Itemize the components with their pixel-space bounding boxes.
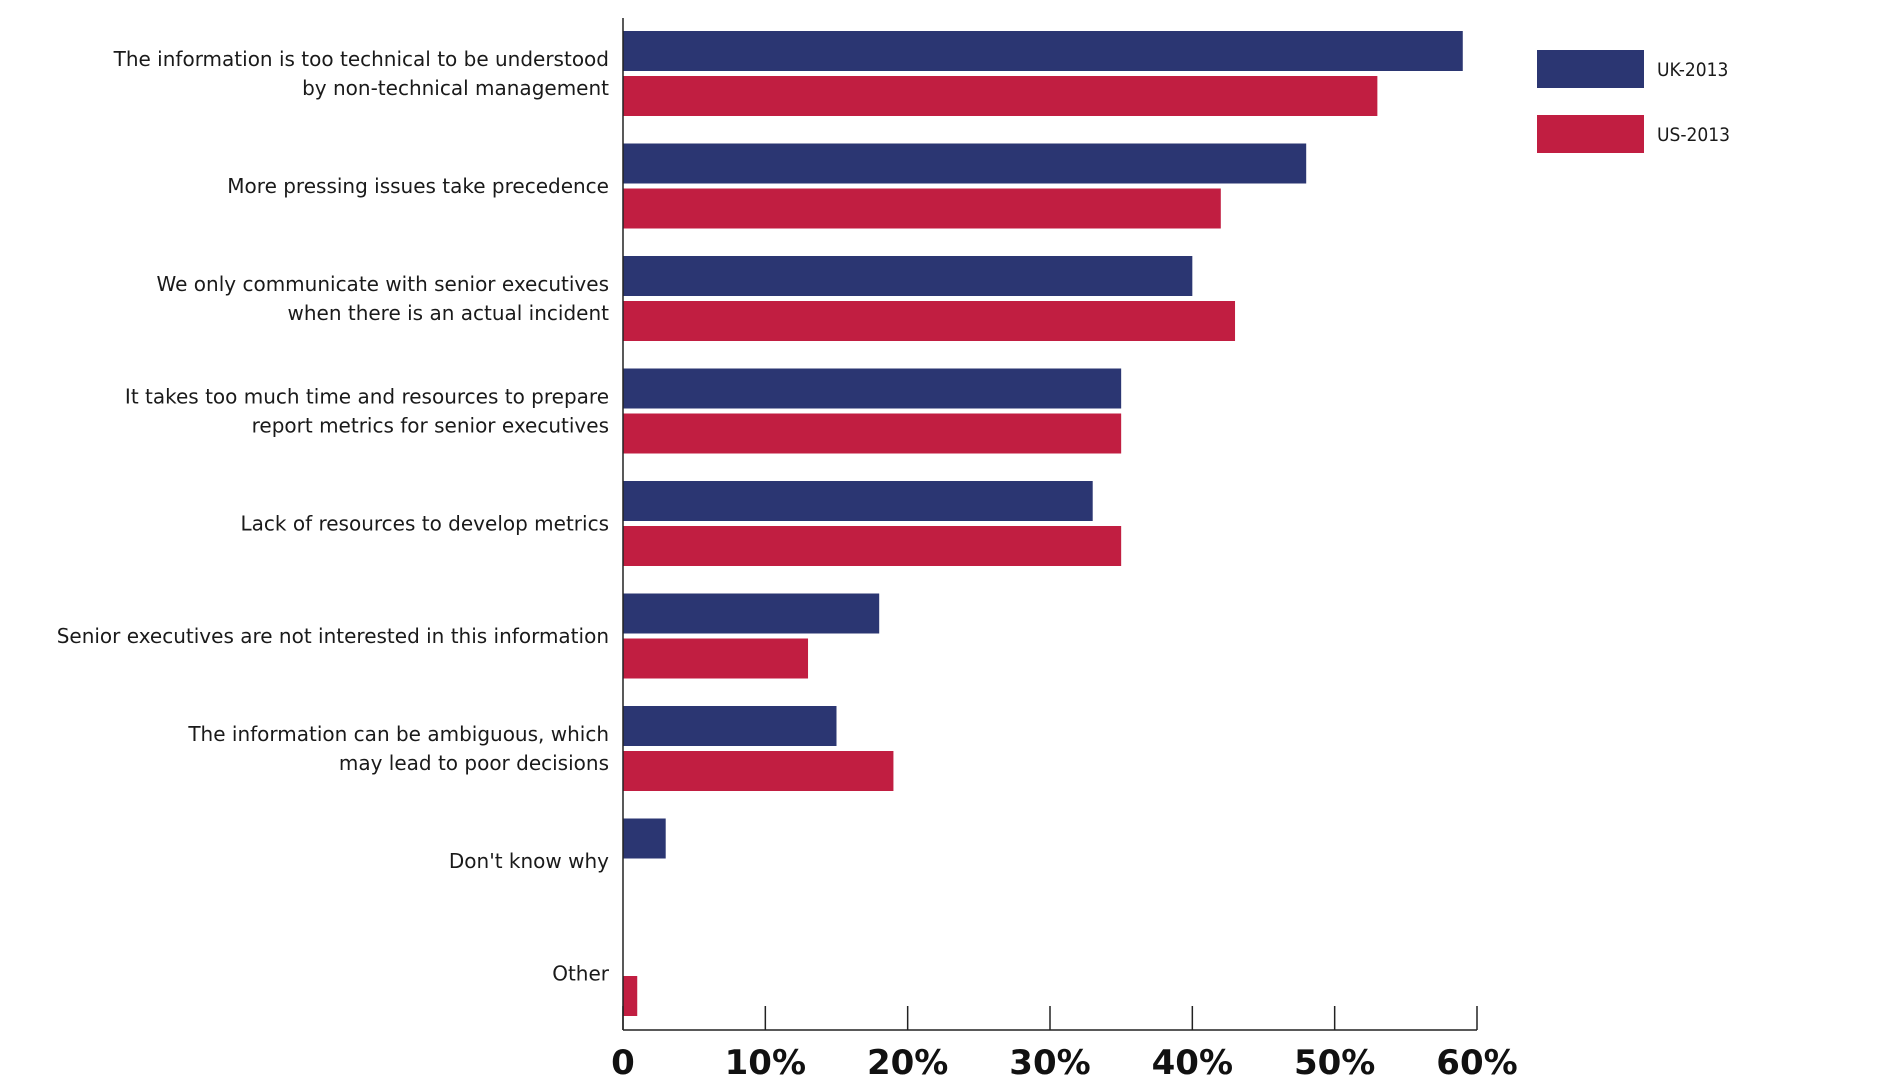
category-label-7: Don't know why <box>449 849 609 873</box>
category-label-line: The information is too technical to be u… <box>113 47 609 71</box>
x-tick-label: 0 <box>611 1043 635 1083</box>
legend-label-us-2013: US-2013 <box>1657 124 1730 146</box>
legend-swatch-uk-2013 <box>1537 50 1644 88</box>
bar-us-2013-0 <box>623 76 1378 116</box>
category-label-line: by non-technical management <box>302 76 609 100</box>
bar-us-2013-5 <box>623 638 809 679</box>
x-tick-label: 30% <box>1009 1043 1090 1083</box>
x-tick-label: 50% <box>1294 1043 1375 1083</box>
bar-us-2013-2 <box>623 301 1236 341</box>
category-label-line: It takes too much time and resources to … <box>125 385 609 409</box>
bar-uk-2013-4 <box>623 481 1093 521</box>
category-label-0: The information is too technical to be u… <box>113 47 610 100</box>
category-label-line: report metrics for senior executives <box>252 414 609 438</box>
bar-us-2013-6 <box>623 751 894 791</box>
x-tick-label: 10% <box>725 1043 806 1083</box>
bar-uk-2013-2 <box>623 256 1193 296</box>
category-label-line: We only communicate with senior executiv… <box>157 272 609 296</box>
category-label-line: may lead to poor decisions <box>339 751 609 775</box>
bar-uk-2013-6 <box>623 706 837 746</box>
bar-us-2013-8 <box>623 976 638 1016</box>
legend-swatch-us-2013 <box>1537 115 1644 153</box>
x-tick-label: 40% <box>1152 1043 1233 1083</box>
category-label-line: The information can be ambiguous, which <box>187 722 609 746</box>
category-label-5: Senior executives are not interested in … <box>57 624 609 648</box>
bar-uk-2013-7 <box>623 818 666 859</box>
category-label-line: Lack of resources to develop metrics <box>241 512 610 536</box>
category-label-line: when there is an actual incident <box>287 301 609 325</box>
legend: UK-2013 US-2013 <box>1537 50 1730 153</box>
category-label-1: More pressing issues take precedence <box>227 174 609 198</box>
category-label-8: Other <box>552 962 610 986</box>
category-label-line: Senior executives are not interested in … <box>57 624 609 648</box>
category-label-3: It takes too much time and resources to … <box>125 385 609 438</box>
category-label-6: The information can be ambiguous, which m… <box>187 722 609 775</box>
bar-uk-2013-0 <box>623 31 1463 71</box>
category-label-2: We only communicate with senior executiv… <box>157 272 610 325</box>
x-tick-label: 60% <box>1436 1043 1517 1083</box>
bar-uk-2013-5 <box>623 593 880 634</box>
category-label-line: More pressing issues take precedence <box>227 174 609 198</box>
bar-us-2013-3 <box>623 413 1122 454</box>
category-label-line: Other <box>552 962 610 986</box>
category-label-4: Lack of resources to develop metrics <box>241 512 610 536</box>
legend-label-uk-2013: UK-2013 <box>1657 59 1728 81</box>
bar-uk-2013-1 <box>623 143 1307 184</box>
bars-group <box>623 31 1463 1016</box>
bar-us-2013-1 <box>623 188 1221 229</box>
bar-us-2013-4 <box>623 526 1122 566</box>
axes-group: 0 10% 20% 30% 40% 50% 60% <box>611 18 1518 1083</box>
x-tick-label: 20% <box>867 1043 948 1083</box>
bar-uk-2013-3 <box>623 368 1122 409</box>
category-label-line: Don't know why <box>449 849 609 873</box>
category-labels: The information is too technical to be u… <box>57 47 610 986</box>
